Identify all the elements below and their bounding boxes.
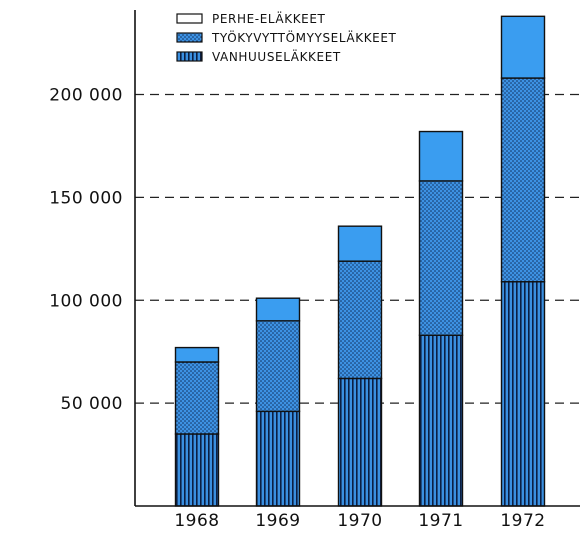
y-tick-labels: 50 000 100 000 150 000 200 000: [49, 86, 123, 415]
legend-label-tyokyvyttomyys: TYÖKYVYTTÖMYYSELÄKKEET: [211, 29, 397, 45]
bar-segment-1970-0: [337, 377, 383, 507]
y-tick-label-150000: 150 000: [49, 188, 123, 208]
bar-1972: [500, 15, 546, 507]
x-tick-label-1969: 1969: [255, 511, 300, 531]
bar-1971: [418, 130, 464, 507]
legend-label-perhe: PERHE-ELÄKKEET: [212, 11, 326, 26]
legend-item-tyokyvyttomyys: TYÖKYVYTTÖMYYSELÄKKEET: [176, 29, 397, 45]
bars: [174, 15, 546, 507]
bar-segment-1968-0: [174, 433, 220, 507]
legend: PERHE-ELÄKKEET TYÖKYVYTTÖMYYSELÄKKEET VA…: [176, 11, 397, 64]
bar-segment-1968-1: [174, 361, 220, 435]
legend-swatch-vanhuus: [176, 51, 203, 62]
bar-segment-1972-1: [500, 77, 546, 283]
bar-segment-1971-2: [418, 130, 464, 182]
y-tick-label-200000: 200 000: [49, 86, 123, 106]
bar-segment-1972-0: [500, 281, 546, 507]
legend-item-perhe: PERHE-ELÄKKEET: [176, 11, 326, 26]
x-tick-label-1970: 1970: [337, 511, 382, 531]
x-tick-label-1971: 1971: [418, 511, 463, 531]
bar-segment-1970-1: [337, 260, 383, 380]
y-tick-label-100000: 100 000: [49, 291, 123, 311]
legend-item-vanhuus: VANHUUSELÄKKEET: [176, 49, 341, 64]
legend-swatch-perhe: [176, 13, 203, 24]
y-tick-label-50000: 50 000: [61, 394, 123, 414]
x-tick-label-1972: 1972: [500, 511, 545, 531]
bar-segment-1972-2: [500, 15, 546, 79]
bar-segment-1971-1: [418, 180, 464, 336]
bar-segment-1969-1: [255, 320, 301, 413]
bar-segment-1969-0: [255, 410, 301, 507]
legend-label-vanhuus: VANHUUSELÄKKEET: [212, 49, 341, 64]
bar-segment-1969-2: [255, 297, 301, 322]
bar-segment-1968-2: [174, 346, 220, 363]
bar-1968: [174, 346, 220, 507]
x-tick-labels: 1968 1969 1970 1971 1972: [174, 511, 545, 531]
bar-segment-1970-2: [337, 225, 383, 262]
bar-1969: [255, 297, 301, 507]
legend-swatch-tyokyvyttomyys: [176, 32, 203, 43]
bar-1970: [337, 225, 383, 507]
x-tick-label-1968: 1968: [174, 511, 219, 531]
bar-segment-1971-0: [418, 334, 464, 507]
